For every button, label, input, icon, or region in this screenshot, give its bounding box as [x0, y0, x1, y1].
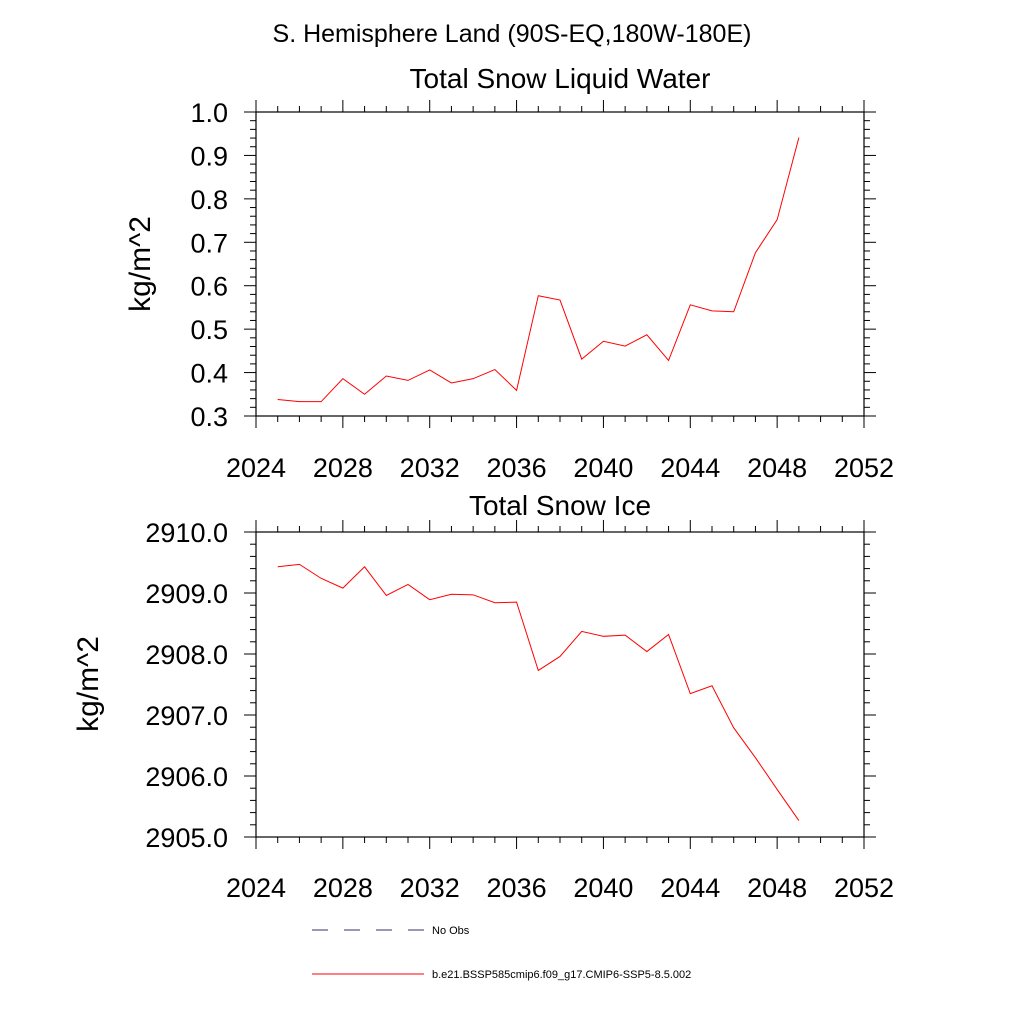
y-tick-label: 0.3	[190, 402, 228, 432]
series-line	[277, 563, 800, 821]
y-tick-label: 0.6	[190, 272, 228, 302]
y-tick-label: 0.9	[190, 141, 228, 171]
x-tick-label: 2028	[313, 873, 373, 903]
figure-title: S. Hemisphere Land (90S-EQ,180W-180E)	[273, 20, 752, 48]
y-tick-label: 2908.0	[145, 640, 228, 670]
y-axis-label: kg/m^2	[124, 216, 157, 312]
snow-liquid-water-panel: Total Snow Liquid Water kg/m^2 2024 2028 203…	[124, 63, 894, 483]
y-tick-label: 0.8	[190, 185, 228, 215]
y-tick-label: 1.0	[190, 98, 228, 128]
y-tick-label: 2909.0	[145, 579, 228, 609]
x-tick-label: 2032	[400, 453, 460, 483]
panel-title: Total Snow Ice	[469, 490, 651, 521]
x-tick-label: 2036	[487, 453, 547, 483]
x-tick-label: 2040	[573, 873, 633, 903]
legend-label: No Obs	[432, 925, 470, 937]
x-tick-label: 2048	[747, 453, 807, 483]
y-axis-label: kg/m^2	[72, 636, 105, 732]
legend-label: b.e21.BSSP585cmip6.f09_g17.CMIP6-SSP5-8.…	[432, 969, 691, 981]
y-tick-label: 2907.0	[145, 701, 228, 731]
plot-frame	[255, 531, 865, 838]
x-tick-label: 2052	[834, 453, 894, 483]
x-tick-label: 2044	[660, 873, 720, 903]
y-tick-label: 0.4	[190, 359, 228, 389]
x-tick-label: 2028	[313, 453, 373, 483]
x-tick-label: 2024	[226, 873, 286, 903]
x-tick-label: 2024	[226, 453, 286, 483]
x-tick-label: 2040	[573, 453, 633, 483]
snow-ice-panel: Total Snow Ice kg/m^2 2024 2028 2032 2036 2040…	[72, 490, 894, 903]
x-tick-label: 2044	[660, 453, 720, 483]
series-line	[277, 137, 800, 403]
legend: No Obs b.e21.BSSP585cmip6.f09_g17.CMIP6-S…	[312, 925, 691, 981]
x-tick-label: 2052	[834, 873, 894, 903]
x-tick-label: 2036	[487, 873, 547, 903]
x-tick-label: 2048	[747, 873, 807, 903]
panel-title: Total Snow Liquid Water	[410, 63, 711, 94]
plot-frame	[255, 111, 865, 417]
y-tick-label: 0.7	[190, 228, 228, 258]
y-tick-label: 2910.0	[145, 518, 228, 548]
y-tick-label: 0.5	[190, 315, 228, 345]
x-tick-label: 2032	[400, 873, 460, 903]
y-tick-label: 2906.0	[145, 762, 228, 792]
y-tick-label: 2905.0	[145, 823, 228, 853]
